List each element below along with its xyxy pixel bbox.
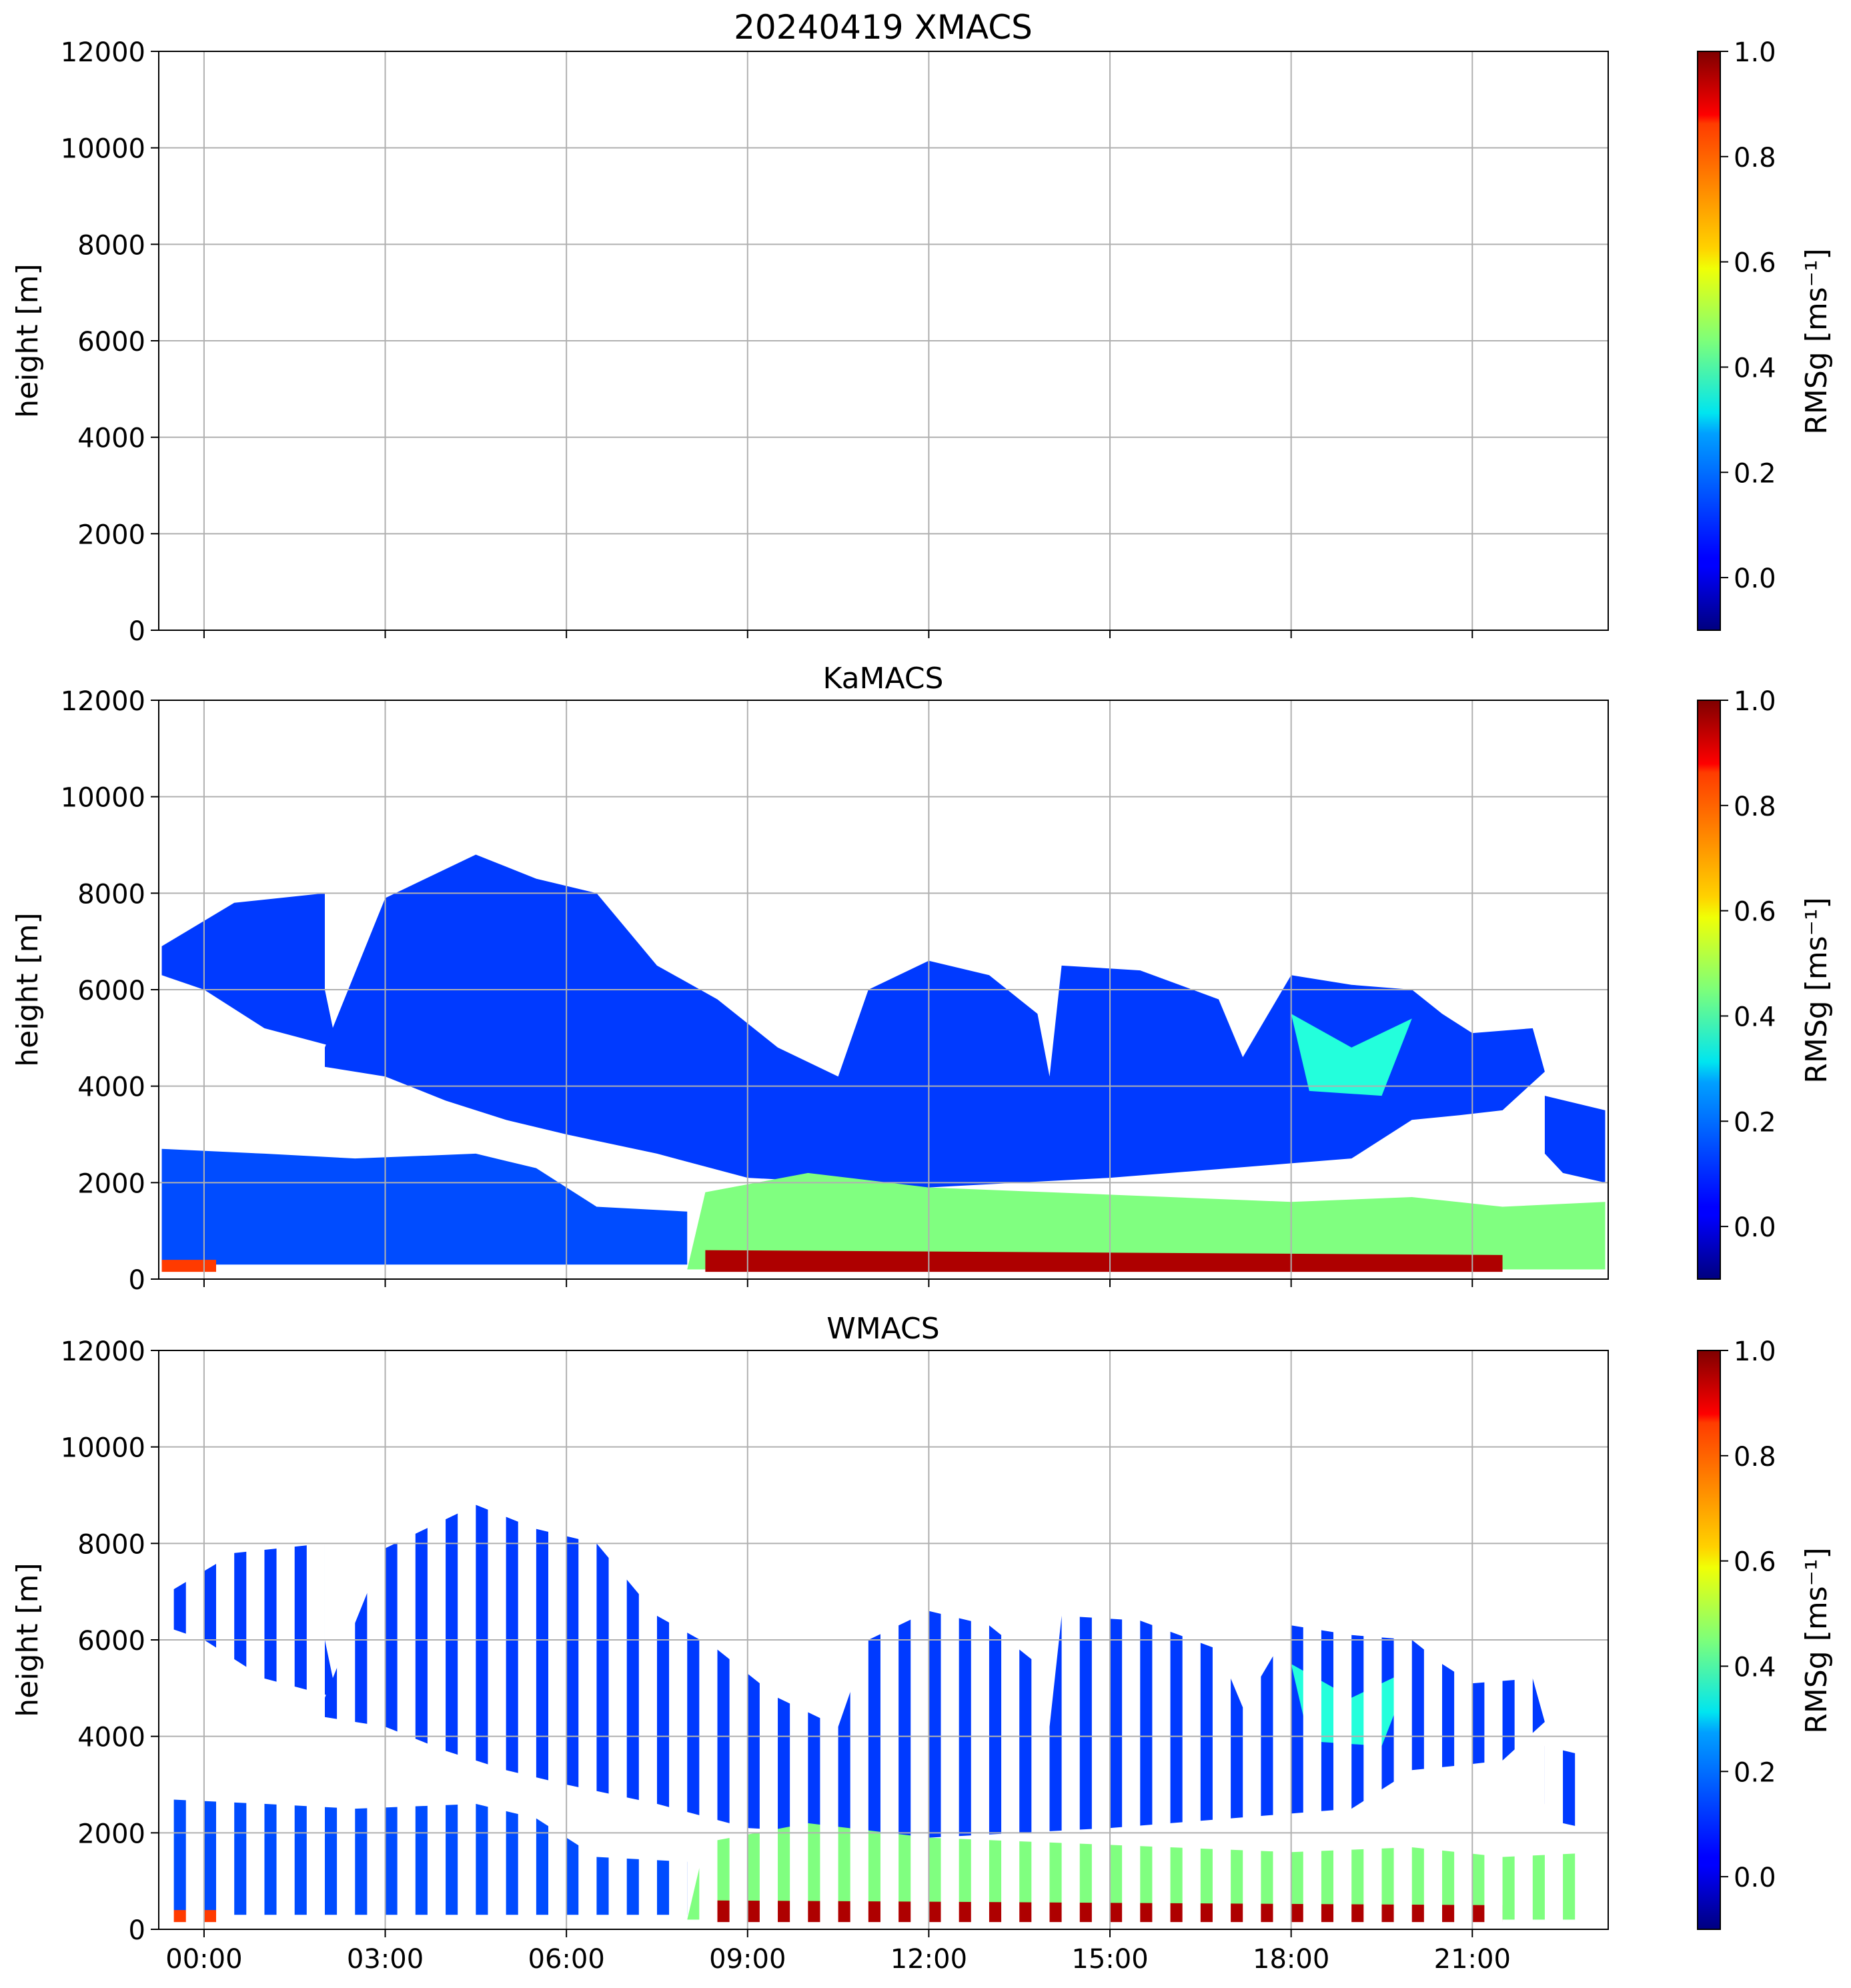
wmacs-x-tick-label: 18:00 [1253, 1944, 1329, 1975]
kamacs-colorbar-tick-label: 0.0 [1734, 1212, 1776, 1243]
kamacs-data-layer [161, 854, 1606, 1272]
wmacs-x-ticks: 00:00 03:00 06:00 09:00 12:00 15:00 18:00 21:00 [165, 1929, 1511, 1975]
kamacs-colorbar-tick-label: 0.6 [1734, 897, 1776, 928]
panel-xmacs: 0 2000 4000 6000 8000 10000 12000 height [m] 0… [11, 37, 1834, 647]
kamacs-y-axis-label: height [m] [11, 912, 45, 1066]
kamacs-x-ticks [203, 1279, 1473, 1287]
xmacs-y-tick-label: 0 [129, 616, 145, 647]
wmacs-y-tick-label: 6000 [77, 1626, 145, 1657]
wmacs-cloud-region [173, 1799, 688, 1915]
xmacs-colorbar-tick-label: 0.8 [1734, 143, 1776, 173]
kamacs-colorbar-label: RMSg [ms⁻¹] [1800, 897, 1834, 1083]
wmacs-y-tick-label: 4000 [77, 1723, 145, 1753]
kamacs-y-tick-label: 10000 [61, 783, 145, 814]
wmacs-x-tick-label: 15:00 [1071, 1944, 1148, 1975]
kamacs-colorbar: 0.0 0.2 0.4 0.6 0.8 1.0 RMSg [ms⁻¹] [1697, 686, 1834, 1280]
wmacs-colorbar-tick-label: 0.4 [1734, 1652, 1776, 1683]
wmacs-colorbar-gradient [1697, 1350, 1721, 1930]
wmacs-colorbar-tick-label: 0.8 [1734, 1442, 1776, 1472]
kamacs-cloud-region [687, 1172, 1606, 1270]
kamacs-colorbar-tick-label: 0.2 [1734, 1107, 1776, 1138]
wmacs-gridlines [159, 1350, 1608, 1929]
kamacs-cloud-region [161, 1260, 217, 1272]
wmacs-colorbar-label: RMSg [ms⁻¹] [1800, 1547, 1834, 1733]
wmacs-data-layer [173, 1505, 1576, 1923]
kamacs-colorbar-tick-label: 1.0 [1734, 686, 1776, 717]
kamacs-cloud-region [1291, 1014, 1412, 1096]
wmacs-x-tick-label: 09:00 [709, 1944, 786, 1975]
panel-kamacs: KaMACS 0 2000 4000 6000 8000 10000 12000 heigh… [11, 662, 1834, 1296]
xmacs-x-ticks [203, 630, 1473, 638]
kamacs-colorbar-tick-label: 0.8 [1734, 792, 1776, 822]
wmacs-x-tick-label: 00:00 [165, 1944, 242, 1975]
wmacs-x-tick-label: 03:00 [347, 1944, 424, 1975]
xmacs-colorbar-tick-label: 0.6 [1734, 248, 1776, 279]
kamacs-panel-title: KaMACS [823, 662, 944, 696]
kamacs-cloud-region [161, 893, 338, 1048]
xmacs-y-axis-label: height [m] [11, 263, 45, 417]
wmacs-colorbar: 0.0 0.2 0.4 0.6 0.8 1.0 RMSg [ms⁻¹] [1697, 1336, 1834, 1930]
xmacs-y-tick-label: 2000 [77, 520, 145, 550]
wmacs-y-tick-label: 2000 [77, 1819, 145, 1849]
xmacs-y-tick-label: 4000 [77, 423, 145, 454]
kamacs-y-tick-label: 2000 [77, 1168, 145, 1199]
wmacs-colorbar-tick-label: 0.6 [1734, 1547, 1776, 1578]
wmacs-cloud-region [1544, 1746, 1576, 1833]
xmacs-y-tick-label: 10000 [61, 134, 145, 165]
xmacs-colorbar-label: RMSg [ms⁻¹] [1800, 248, 1834, 434]
wmacs-colorbar-tick-label: 1.0 [1734, 1336, 1776, 1367]
kamacs-colorbar-gradient [1697, 700, 1721, 1280]
kamacs-cloud-region [1544, 1096, 1606, 1183]
wmacs-scan-columns [173, 1505, 1576, 1923]
wmacs-y-tick-label: 12000 [61, 1336, 145, 1367]
wmacs-y-tick-label: 10000 [61, 1433, 145, 1464]
xmacs-colorbar: 0.0 0.2 0.4 0.6 0.8 1.0 RMSg [ms⁻¹] [1697, 37, 1834, 631]
kamacs-gridlines [159, 700, 1608, 1279]
kamacs-y-ticks: 0 2000 4000 6000 8000 10000 12000 [61, 686, 159, 1296]
wmacs-cloud-region [173, 1910, 217, 1923]
xmacs-colorbar-tick-label: 0.2 [1734, 458, 1776, 489]
wmacs-cloud-region [324, 1505, 1545, 1838]
xmacs-y-tick-label: 8000 [77, 230, 145, 261]
kamacs-cloud-region [324, 854, 1545, 1188]
wmacs-x-tick-label: 06:00 [528, 1944, 605, 1975]
kamacs-y-tick-label: 12000 [61, 686, 145, 717]
xmacs-y-tick-label: 12000 [61, 37, 145, 68]
kamacs-cloud-region [161, 1148, 688, 1265]
wmacs-colorbar-tick-label: 0.2 [1734, 1757, 1776, 1788]
kamacs-y-tick-label: 6000 [77, 976, 145, 1006]
wmacs-panel-title: WMACS [826, 1312, 939, 1346]
wmacs-y-axis-label: height [m] [11, 1563, 45, 1717]
kamacs-colorbar-tick-label: 0.4 [1734, 1002, 1776, 1032]
xmacs-y-ticks: 0 2000 4000 6000 8000 10000 12000 [61, 37, 159, 647]
xmacs-gridlines [159, 51, 1608, 630]
xmacs-colorbar-tick-label: 1.0 [1734, 37, 1776, 68]
figure-title: 20240419 XMACS [734, 8, 1033, 47]
xmacs-y-tick-label: 6000 [77, 327, 145, 357]
wmacs-x-tick-label: 21:00 [1434, 1944, 1511, 1975]
wmacs-y-ticks: 0 2000 4000 6000 8000 10000 12000 [61, 1336, 159, 1946]
wmacs-y-tick-label: 8000 [77, 1529, 145, 1560]
xmacs-colorbar-gradient [1697, 51, 1721, 631]
kamacs-y-tick-label: 4000 [77, 1072, 145, 1103]
kamacs-cloud-region [705, 1250, 1503, 1272]
xmacs-colorbar-tick-label: 0.0 [1734, 564, 1776, 594]
wmacs-cloud-region [173, 1543, 338, 1698]
xmacs-colorbar-tick-label: 0.4 [1734, 353, 1776, 383]
wmacs-y-tick-label: 0 [129, 1915, 145, 1946]
wmacs-x-tick-label: 12:00 [890, 1944, 967, 1975]
kamacs-y-tick-label: 0 [129, 1265, 145, 1296]
kamacs-y-tick-label: 8000 [77, 879, 145, 910]
wmacs-colorbar-tick-label: 0.0 [1734, 1863, 1776, 1893]
